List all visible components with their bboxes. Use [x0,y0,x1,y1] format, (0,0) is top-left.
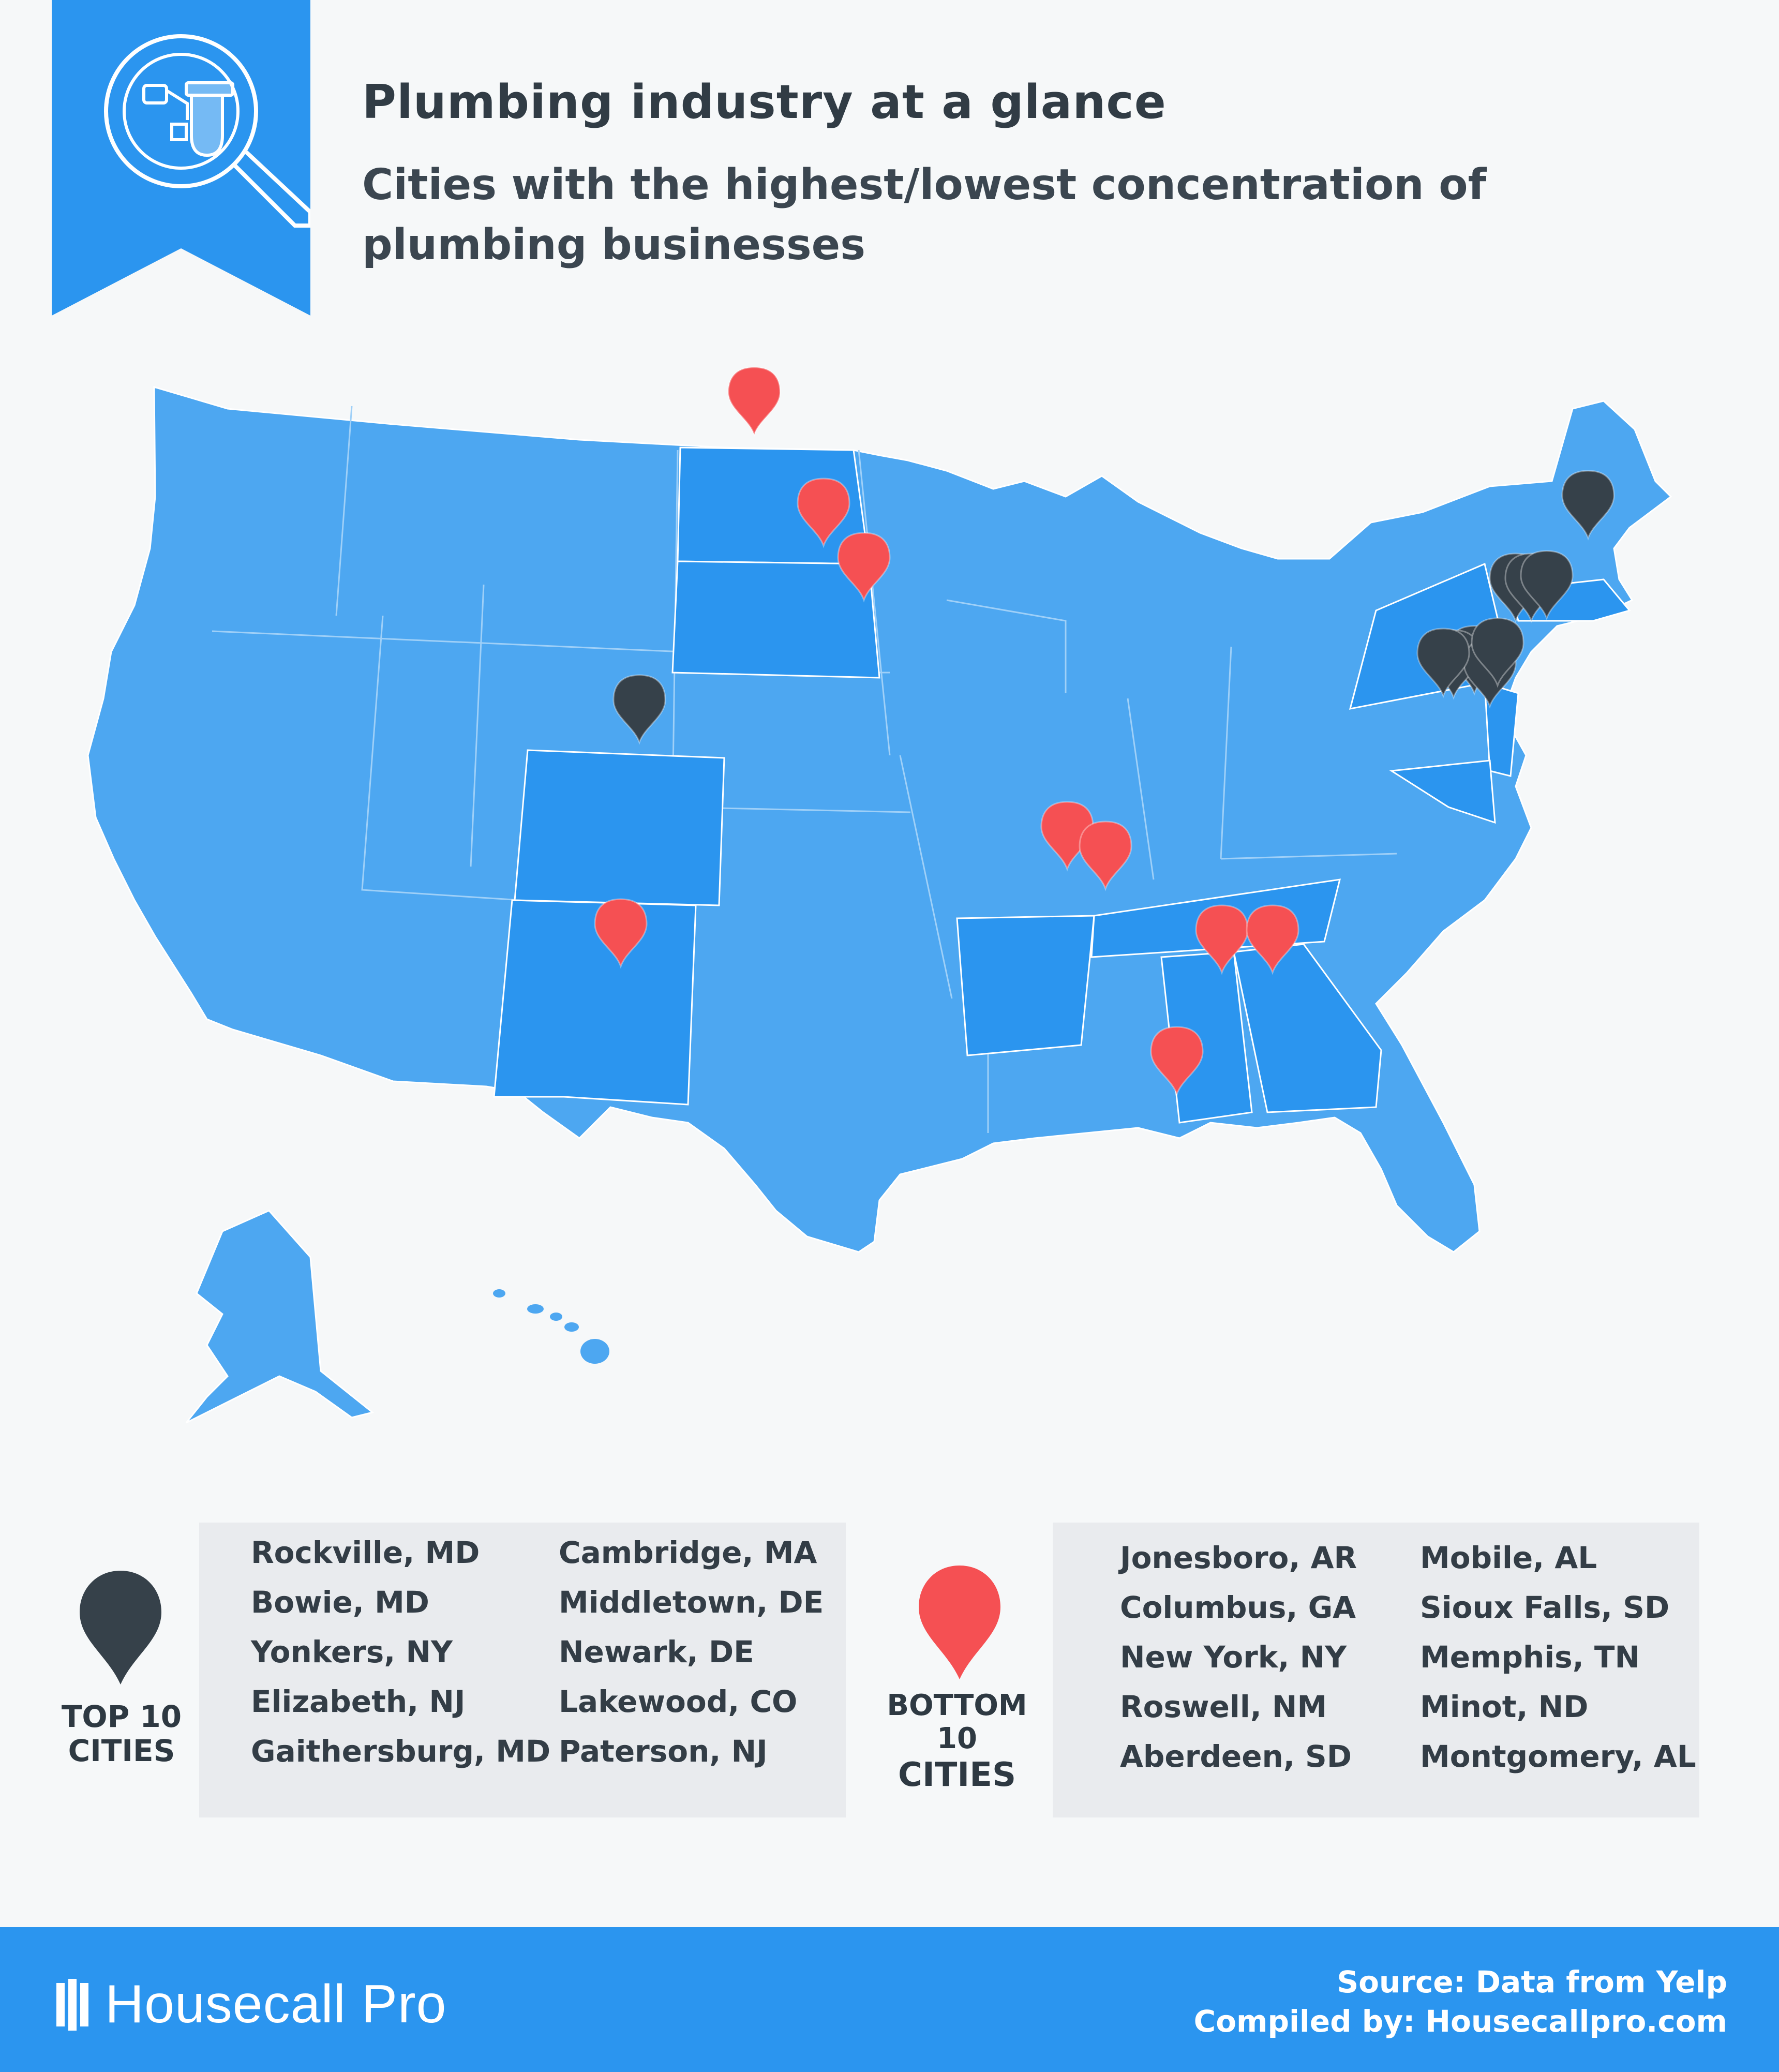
top-city-item: Gaithersburg, MD [251,1734,551,1769]
hawaii [493,1289,609,1364]
top-city-item: Elizabeth, NJ [251,1684,466,1719]
state-nj [1484,681,1519,777]
red-map-pin-icon [916,1562,1004,1681]
bottom-city-item: Minot, ND [1420,1689,1589,1724]
brand[interactable]: Housecall Pro [54,1974,446,2035]
top-10-column-1: Rockville, MD Bowie, MD Yonkers, NY Elizabe… [251,1528,550,1776]
bottom-10-caption: BOTTOM 10 CITIES [879,1689,1035,1795]
source-text: Source: Data from Yelp [1337,1964,1727,2000]
state-nm [493,899,697,1106]
bottom-city-pin-icon [1040,801,1094,872]
top-city-pin-icon [1520,550,1574,621]
bottom-city-pin-icon [727,366,781,437]
footer: Housecall Pro Source: Data from Yelp Com… [0,1927,1779,2072]
bottom-city-pin-icon [797,478,850,548]
plumbing-pipe-magnifier-icon [52,0,310,316]
bottom-10-caption-line3: CITIES [898,1756,1016,1794]
housecall-pro-logo-icon [56,1978,88,2031]
state-sd [671,560,880,679]
top-city-item: Newark, DE [559,1634,754,1669]
bottom-city-item: Columbus, GA [1120,1590,1356,1625]
bottom-city-item: Jonesboro, AR [1120,1540,1357,1575]
compiled-by-text: Compiled by: Housecallpro.com [1193,2004,1727,2039]
top-city-pin-icon [612,674,666,745]
top-city-pin-icon [1471,617,1524,688]
bottom-city-pin-icon [837,532,891,603]
brand-name: Housecall Pro [105,1974,447,2034]
bottom-city-item: Aberdeen, SD [1120,1739,1352,1774]
bottom-city-item: Roswell, NM [1120,1689,1327,1724]
top-city-item: Rockville, MD [251,1535,480,1570]
bottom-city-pin-icon [1079,821,1132,891]
top-10-caption-line2: CITIES [68,1733,175,1768]
top-city-item: Paterson, NJ [559,1734,768,1769]
bottom-10-caption-line2: 10 [937,1722,977,1755]
bottom-city-pin-icon [1150,1026,1204,1097]
page-subtitle: Cities with the highest/lowest concentra… [362,160,1487,270]
state-md [1389,759,1496,824]
us-map [0,362,1779,1449]
bottom-10-column-1: Jonesboro, AR Columbus, GA New York, NY Ros… [1120,1533,1357,1781]
bottom-city-item: Mobile, AL [1420,1540,1597,1575]
top-city-pin-icon [1416,628,1470,698]
top-city-item: Middletown, DE [559,1585,824,1620]
state-co [514,749,725,906]
top-city-item: Lakewood, CO [559,1684,798,1719]
page-title: Plumbing industry at a glance [362,75,1167,129]
top-city-item: Cambridge, MA [559,1535,817,1570]
bottom-city-item: Memphis, TN [1420,1639,1640,1675]
bottom-city-item: Montgomery, AL [1420,1739,1696,1774]
top-10-column-2: Cambridge, MA Middletown, DE Newark, DE Lak… [559,1528,824,1776]
city-pins [594,366,1615,1097]
alaska [185,1210,375,1424]
credits: Source: Data from Yelp Compiled by: Hous… [1194,1962,1727,2041]
top-10-list: Rockville, MD Bowie, MD Yonkers, NY Elizabe… [199,1523,846,1817]
bottom-city-pin-icon [594,898,648,969]
state-ar [956,915,1095,1056]
bottom-city-item: Sioux Falls, SD [1420,1590,1670,1625]
bottom-10-column-2: Mobile, AL Sioux Falls, SD Memphis, TN Mino… [1420,1533,1696,1781]
contiguous-us [87,385,1672,1253]
bottom-10-caption-line1: BOTTOM [887,1689,1027,1722]
bottom-city-pin-icon [1246,904,1299,975]
top-10-caption-line1: TOP 10 [61,1699,182,1734]
header-ribbon [52,0,310,316]
top-city-item: Bowie, MD [251,1585,429,1620]
bottom-city-item: New York, NY [1120,1639,1347,1675]
top-city-pin-icon [1561,470,1615,541]
dark-map-pin-icon [77,1568,165,1687]
bottom-10-list: Jonesboro, AR Columbus, GA New York, NY Ros… [1053,1523,1699,1817]
top-city-item: Yonkers, NY [251,1634,453,1669]
top-10-caption: TOP 10 CITIES [57,1700,186,1768]
